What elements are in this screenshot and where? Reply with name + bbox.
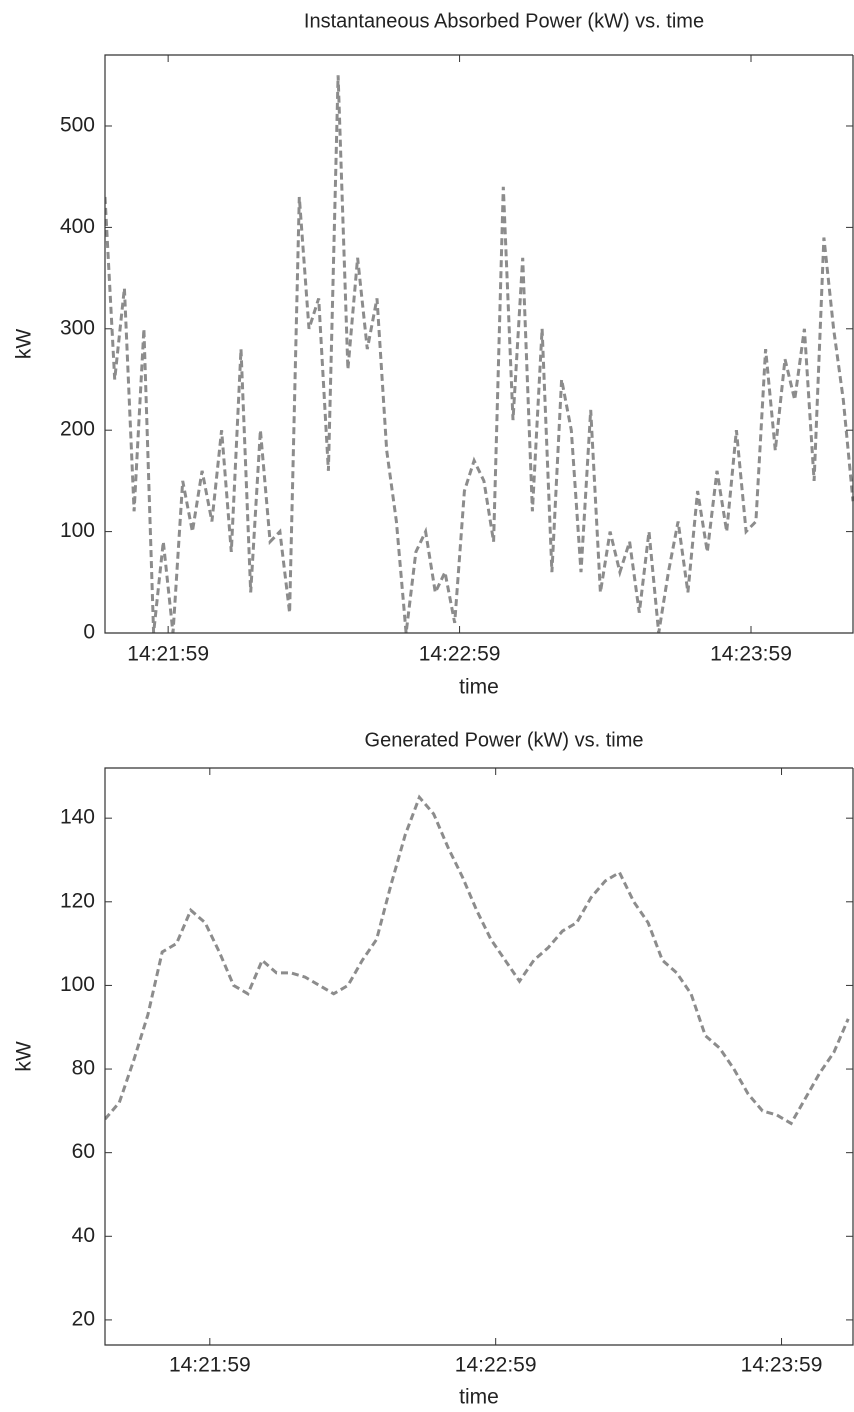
data-line — [105, 75, 854, 633]
x-tick-label: 14:21:59 — [169, 1354, 251, 1377]
y-tick-label: 40 — [72, 1224, 95, 1247]
chart-title: Instantaneous Absorbed Power (kW) vs. ti… — [304, 10, 704, 32]
y-tick-label: 80 — [72, 1057, 95, 1080]
axes-frame — [104, 767, 854, 1346]
y-tick-label: 200 — [60, 418, 95, 441]
y-tick-label: 60 — [72, 1140, 95, 1163]
y-tick-label: 300 — [60, 316, 95, 339]
x-tick-label: 14:23:59 — [741, 1354, 823, 1377]
y-tick-label: 100 — [60, 519, 95, 542]
y-tick-label: 100 — [60, 973, 95, 996]
y-tick-label: 500 — [60, 114, 95, 137]
y-tick-label: 20 — [72, 1307, 95, 1330]
axes-frame — [104, 54, 854, 634]
x-axis-label: time — [459, 1386, 499, 1409]
chart-title: Generated Power (kW) vs. time — [365, 729, 644, 751]
x-tick-label: 14:22:59 — [455, 1354, 537, 1377]
y-tick-label: 0 — [83, 621, 95, 644]
x-tick-label: 14:22:59 — [419, 643, 501, 666]
y-tick-label: 120 — [60, 889, 95, 912]
y-axis-label: kW — [13, 329, 36, 360]
x-tick-label: 14:23:59 — [710, 643, 792, 666]
data-line — [105, 794, 850, 1126]
x-axis-label: time — [459, 676, 499, 699]
y-axis-label: kW — [13, 1041, 36, 1072]
y-tick-label: 140 — [60, 806, 95, 829]
x-tick-label: 14:21:59 — [127, 643, 209, 666]
y-tick-label: 400 — [60, 215, 95, 238]
